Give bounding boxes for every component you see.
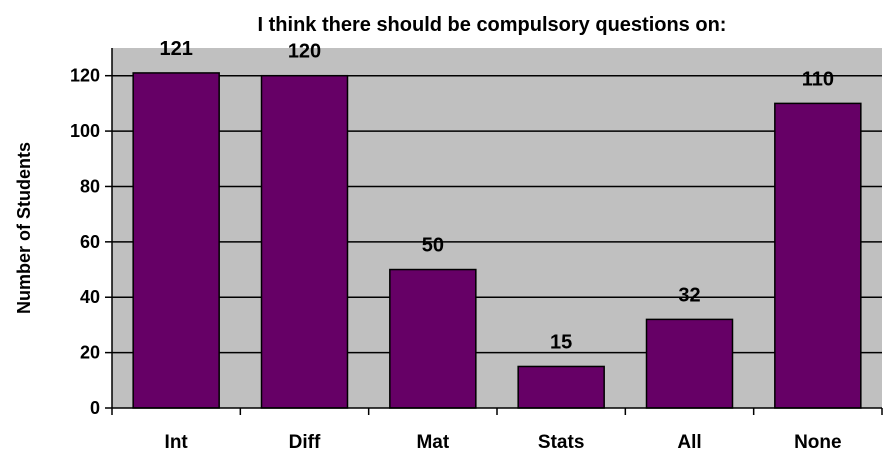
bar-mat	[389, 268, 477, 409]
data-label-int: 121	[159, 38, 192, 60]
y-tick-label: 60	[80, 232, 100, 252]
x-tick-label-diff: Diff	[289, 432, 321, 453]
y-tick-label: 20	[80, 343, 100, 363]
y-tick-label: 0	[90, 398, 100, 418]
y-axis-label: Number of Students	[14, 142, 34, 314]
x-tick-label-none: None	[794, 432, 842, 453]
data-label-diff: 120	[288, 41, 321, 63]
axes	[105, 48, 883, 415]
y-tick-label: 80	[80, 176, 100, 196]
x-tick-label-mat: Mat	[416, 432, 449, 453]
bar-int	[132, 72, 220, 409]
x-tick-label-all: All	[677, 432, 701, 453]
plot-area	[112, 48, 882, 408]
y-tick-label: 40	[80, 287, 100, 307]
data-label-mat: 50	[422, 235, 444, 257]
data-label-none: 110	[802, 68, 834, 90]
bar-diff	[260, 74, 349, 409]
labels: 0 20 40 60 80 100 120 121 Int 120 Diff 50 Mat 15 Stats…	[70, 38, 842, 453]
y-tick-label: 120	[70, 66, 100, 86]
data-label-stats: 15	[550, 331, 572, 353]
y-tick-label: 100	[70, 121, 100, 141]
bars	[132, 72, 862, 409]
gridlines	[112, 74, 882, 354]
x-tick-label-stats: Stats	[538, 432, 584, 453]
bar-stats	[517, 365, 605, 409]
x-tick-label-int: Int	[165, 432, 189, 453]
bar-none	[774, 102, 862, 409]
chart-title: I think there should be compulsory quest…	[257, 14, 727, 36]
bar-all	[645, 318, 734, 409]
data-label-all: 32	[678, 284, 700, 306]
